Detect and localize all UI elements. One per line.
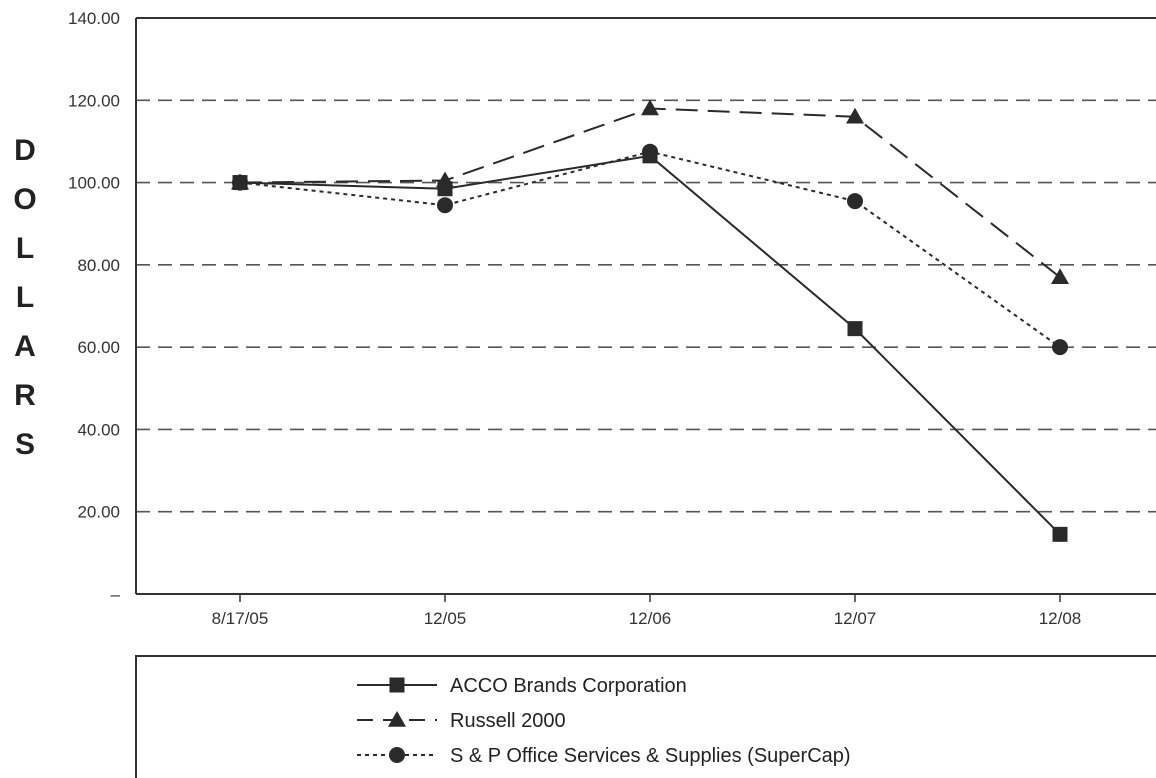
y-axis-label-letter: D: [14, 134, 36, 167]
data-point: [232, 175, 248, 191]
y-tick-label: 120.00: [68, 91, 120, 110]
series-line: [239, 154, 1061, 536]
x-tick-label: 12/07: [834, 609, 877, 628]
y-tick-labels: – 20.00 40.00 60.00 80.00 100.00 120.00 140.00: [68, 9, 121, 604]
legend-marker: [388, 711, 406, 727]
legend: ACCO Brands Corporation Russell 2000 S & P…: [135, 655, 1156, 778]
y-tick-label: 80.00: [77, 256, 120, 275]
x-tick-label: 8/17/05: [212, 609, 269, 628]
series-circle: [232, 143, 1068, 356]
y-axis-label-letter: L: [16, 281, 34, 314]
series-triangle: [231, 99, 1069, 284]
y-tick-label: 20.00: [77, 503, 120, 522]
series-line: [239, 150, 1061, 348]
data-point: [641, 99, 659, 116]
y-tick-label: 100.00: [68, 174, 120, 193]
data-point: [846, 107, 864, 124]
x-tick-labels: 8/17/05 12/05 12/06 12/07 12/08: [212, 594, 1082, 628]
data-point: [847, 321, 863, 337]
y-tick-label: 40.00: [77, 420, 120, 439]
y-axis-label-letter: R: [14, 379, 36, 412]
legend-label: ACCO Brands Corporation: [450, 675, 687, 697]
data-point: [1052, 339, 1068, 356]
x-tick-label: 12/08: [1039, 609, 1082, 628]
series-group: [231, 99, 1069, 542]
y-axis-label-letter: S: [15, 428, 35, 461]
y-tick-label: 60.00: [77, 338, 120, 357]
x-tick-label: 12/06: [629, 609, 672, 628]
legend-label: Russell 2000: [450, 710, 566, 732]
y-axis-label-letter: L: [16, 232, 34, 265]
series-square: [232, 148, 1068, 542]
y-axis-label-letter: A: [14, 330, 36, 363]
data-point: [1051, 268, 1069, 284]
axes: [135, 17, 1156, 595]
legend-box: [135, 655, 1156, 778]
gridlines: [136, 99, 1156, 513]
y-tick-label: 140.00: [68, 9, 120, 28]
legend-marker: [389, 747, 405, 763]
data-point: [1052, 526, 1068, 542]
data-point: [437, 197, 453, 214]
legend-label: S & P Office Services & Supplies (SuperC…: [450, 745, 851, 767]
y-axis-label-letter: O: [13, 183, 36, 216]
legend-marker: [389, 677, 405, 693]
x-tick-label: 12/05: [424, 609, 467, 628]
y-tick-label: –: [111, 585, 121, 604]
series-line: [239, 107, 1061, 278]
data-point: [847, 193, 863, 210]
data-point: [642, 148, 658, 164]
data-point: [437, 181, 453, 197]
